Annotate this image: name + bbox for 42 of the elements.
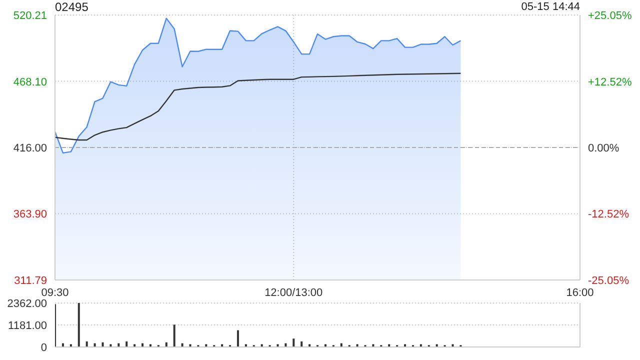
bar	[221, 344, 224, 347]
text: 05-15 14:44	[521, 1, 580, 14]
chart-title: 02495	[55, 0, 88, 14]
bar	[292, 338, 295, 347]
y2-tick-label: +25.05%	[588, 10, 632, 22]
bar	[372, 344, 374, 347]
bar	[452, 344, 454, 347]
bar	[173, 324, 176, 347]
y-tick-label: 0	[40, 342, 47, 354]
bar	[189, 344, 192, 347]
x-tick-label: 16:00	[566, 286, 594, 299]
bar	[149, 344, 152, 347]
bar	[244, 344, 247, 347]
y2-tick-label: -12.52%	[588, 208, 630, 221]
x-tick-label: 09:30	[41, 286, 69, 299]
y-tick-label: 2362.00	[7, 298, 47, 310]
bar	[436, 344, 438, 347]
bar	[276, 344, 279, 347]
y-tick-label: 1181.00	[8, 320, 47, 332]
bar	[404, 344, 406, 347]
y2-tick-label: 0.00%	[588, 142, 620, 154]
bar	[324, 344, 326, 347]
bar	[70, 344, 72, 347]
bar	[356, 344, 358, 347]
bar	[260, 344, 263, 347]
y-tick-label: 363.90	[13, 208, 47, 221]
bar	[205, 344, 208, 347]
y-tick-label: 520.21	[13, 10, 47, 22]
y-tick-label: 468.10	[13, 76, 47, 88]
y-tick-label: 416.00	[13, 142, 47, 154]
y-tick-label: 311.79	[14, 275, 47, 287]
x-tick-label: 12:00/13:00	[264, 286, 323, 299]
bar	[236, 330, 239, 347]
bar	[110, 344, 112, 347]
bar	[78, 303, 80, 347]
y2-tick-label: -25.05%	[588, 275, 630, 287]
line-series	[55, 72, 462, 141]
y2-tick-label: +12.52%	[588, 76, 632, 88]
bar	[134, 344, 136, 347]
bar	[308, 344, 311, 347]
bar	[420, 344, 422, 347]
bar	[388, 344, 390, 347]
